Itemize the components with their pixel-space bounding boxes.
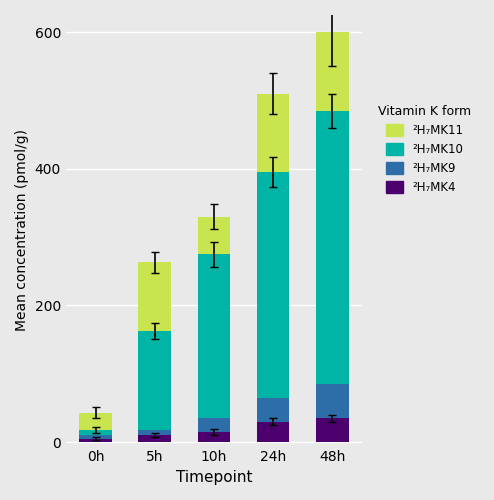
Bar bbox=[138, 430, 171, 436]
Bar bbox=[79, 438, 112, 442]
Bar bbox=[198, 216, 230, 254]
Bar bbox=[316, 32, 348, 110]
Bar bbox=[138, 262, 171, 331]
Bar bbox=[316, 110, 348, 384]
Bar bbox=[257, 398, 289, 421]
Legend: ²H₇MK11, ²H₇MK10, ²H₇MK9, ²H₇MK4: ²H₇MK11, ²H₇MK10, ²H₇MK9, ²H₇MK4 bbox=[371, 98, 478, 202]
X-axis label: Timepoint: Timepoint bbox=[176, 470, 252, 485]
Bar bbox=[198, 254, 230, 418]
Bar bbox=[257, 172, 289, 398]
Bar bbox=[79, 413, 112, 430]
Bar bbox=[316, 384, 348, 418]
Bar bbox=[257, 422, 289, 442]
Bar bbox=[316, 418, 348, 442]
Bar bbox=[257, 94, 289, 172]
Y-axis label: Mean concentration (pmol/g): Mean concentration (pmol/g) bbox=[15, 130, 29, 332]
Bar bbox=[198, 432, 230, 442]
Bar bbox=[138, 331, 171, 430]
Bar bbox=[79, 436, 112, 438]
Bar bbox=[198, 418, 230, 432]
Bar bbox=[79, 430, 112, 436]
Bar bbox=[138, 436, 171, 442]
